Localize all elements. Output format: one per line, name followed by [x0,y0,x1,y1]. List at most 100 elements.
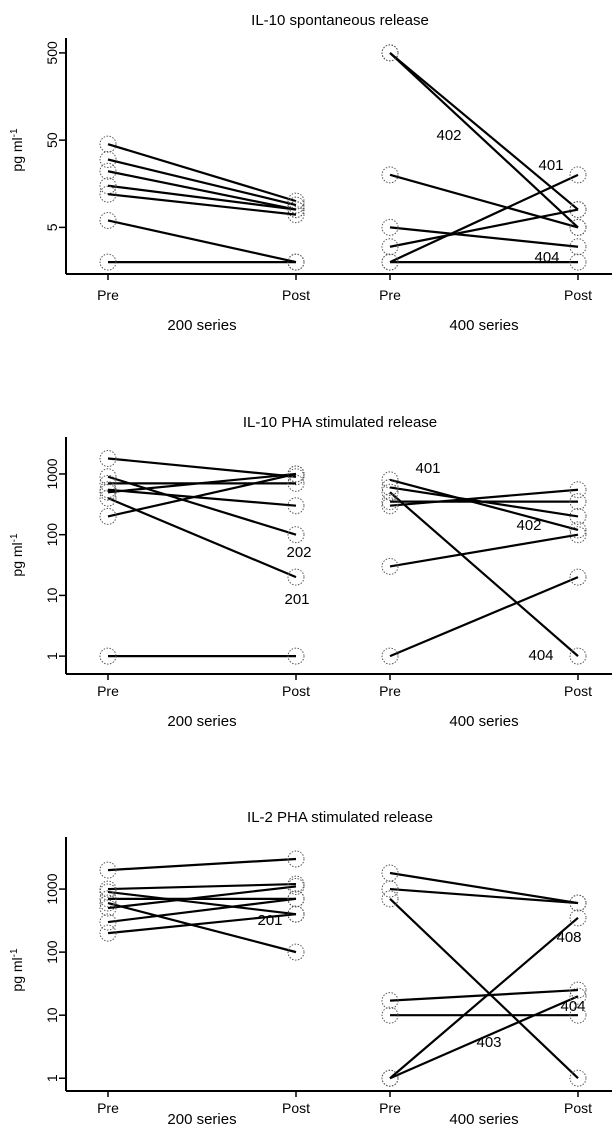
series-group-1: Pre Post 200 series [97,135,310,334]
x-tick-label: Pre [379,683,401,699]
group-label: 200 series [167,317,236,334]
data-point-pre [381,1006,399,1024]
data-point-post [569,987,587,1005]
data-point-post [287,206,305,224]
data-point-pre [381,992,399,1010]
subject-line [107,901,297,954]
data-point-pre [381,647,399,665]
data-point-post [287,905,305,923]
subject-line [389,173,579,229]
group-label: 200 series [167,713,236,730]
data-point-pre [381,253,399,271]
subject-line [107,158,297,207]
data-point-pre [99,449,117,467]
subject-line [107,184,297,211]
subject-line [389,887,579,905]
subject-line [389,916,579,1080]
series-group-1: Pre Post 200 series 201 [97,850,310,1128]
y-tick-label: 10 [44,1007,60,1023]
y-tick-label: 1 [44,1074,60,1082]
data-point-pre [99,507,117,525]
subject-line [389,871,579,905]
group-label: 400 series [449,317,518,334]
chart-panel-1: IL-10 spontaneous release pg ml-1 5 50 500 Pr… [9,12,612,334]
y-axis-label-sup: -1 [9,128,20,137]
data-point-pre [99,135,117,153]
x-tick-label: Post [564,287,592,303]
data-point-pre [99,253,117,271]
subject-line [107,143,297,203]
data-point-pre [381,557,399,575]
data-point-pre [99,913,117,931]
y-tick-label: 1 [44,652,60,660]
subject-label: 408 [556,929,581,946]
y-axis-label: pg ml-1 [9,948,25,992]
y-tick-label: 500 [44,41,60,65]
data-point-pre [381,238,399,256]
data-point-pre [381,218,399,236]
subject-line [389,576,579,658]
chart-panel-2: IL-10 PHA stimulated release pg ml-1 1 10 10… [9,414,612,730]
x-tick-label: Post [282,287,310,303]
subject-line [389,898,579,1080]
subject-line [107,472,297,518]
data-point-pre [381,880,399,898]
data-point-pre [381,1069,399,1087]
data-point-post [569,521,587,539]
subject-line [389,488,579,507]
data-point-post [287,465,305,483]
y-tick-label: 100 [44,523,60,547]
data-point-post [287,877,305,895]
x-tick-label: Post [564,1100,592,1116]
subject-line [107,882,297,891]
x-tick-label: Pre [97,1100,119,1116]
x-tick-label: Post [564,683,592,699]
x-tick-label: Pre [97,683,119,699]
y-tick-label: 5 [44,223,60,231]
x-tick-label: Pre [379,1100,401,1116]
data-point-post [287,196,305,214]
subject-line [107,475,297,536]
data-point-pre [99,151,117,168]
y-axis-label: pg ml-1 [9,128,25,172]
x-tick-label: Post [282,683,310,699]
subject-label: 403 [476,1034,501,1051]
subject-line [107,193,297,216]
chart-title: IL-2 PHA stimulated release [247,809,433,826]
data-point-post [287,890,305,908]
x-tick-label: Pre [97,287,119,303]
data-point-post [569,1006,587,1024]
subject-line [107,457,297,478]
subject-label: 401 [415,460,440,477]
data-point-pre [99,647,117,665]
group-label: 400 series [449,1111,518,1128]
data-point-post [287,474,305,492]
data-point-pre [99,177,117,195]
subject-line [107,497,297,579]
data-point-post [287,647,305,665]
data-point-pre [99,899,117,917]
data-point-post [569,568,587,586]
subject-label: 402 [436,127,461,144]
subject-line [107,170,297,211]
subject-line [107,913,297,935]
series-group-2: Pre Post 400 series 408 403 404 [379,864,592,1128]
data-point-post [569,1069,587,1087]
data-point-post [569,909,587,927]
data-point-post [569,253,587,271]
y-axis-label-base: pg ml [9,542,25,576]
data-point-post [287,253,305,271]
data-point-pre [99,880,117,898]
chart-title: IL-10 spontaneous release [251,12,429,29]
subject-line [389,533,579,568]
subject-line [389,52,579,211]
data-point-post [287,943,305,961]
subject-line [389,491,579,657]
y-axis-label-sup: -1 [9,533,20,542]
data-point-post [287,526,305,544]
data-point-pre [99,894,117,912]
data-point-post [569,493,587,511]
group-label: 400 series [449,713,518,730]
data-point-pre [381,890,399,908]
